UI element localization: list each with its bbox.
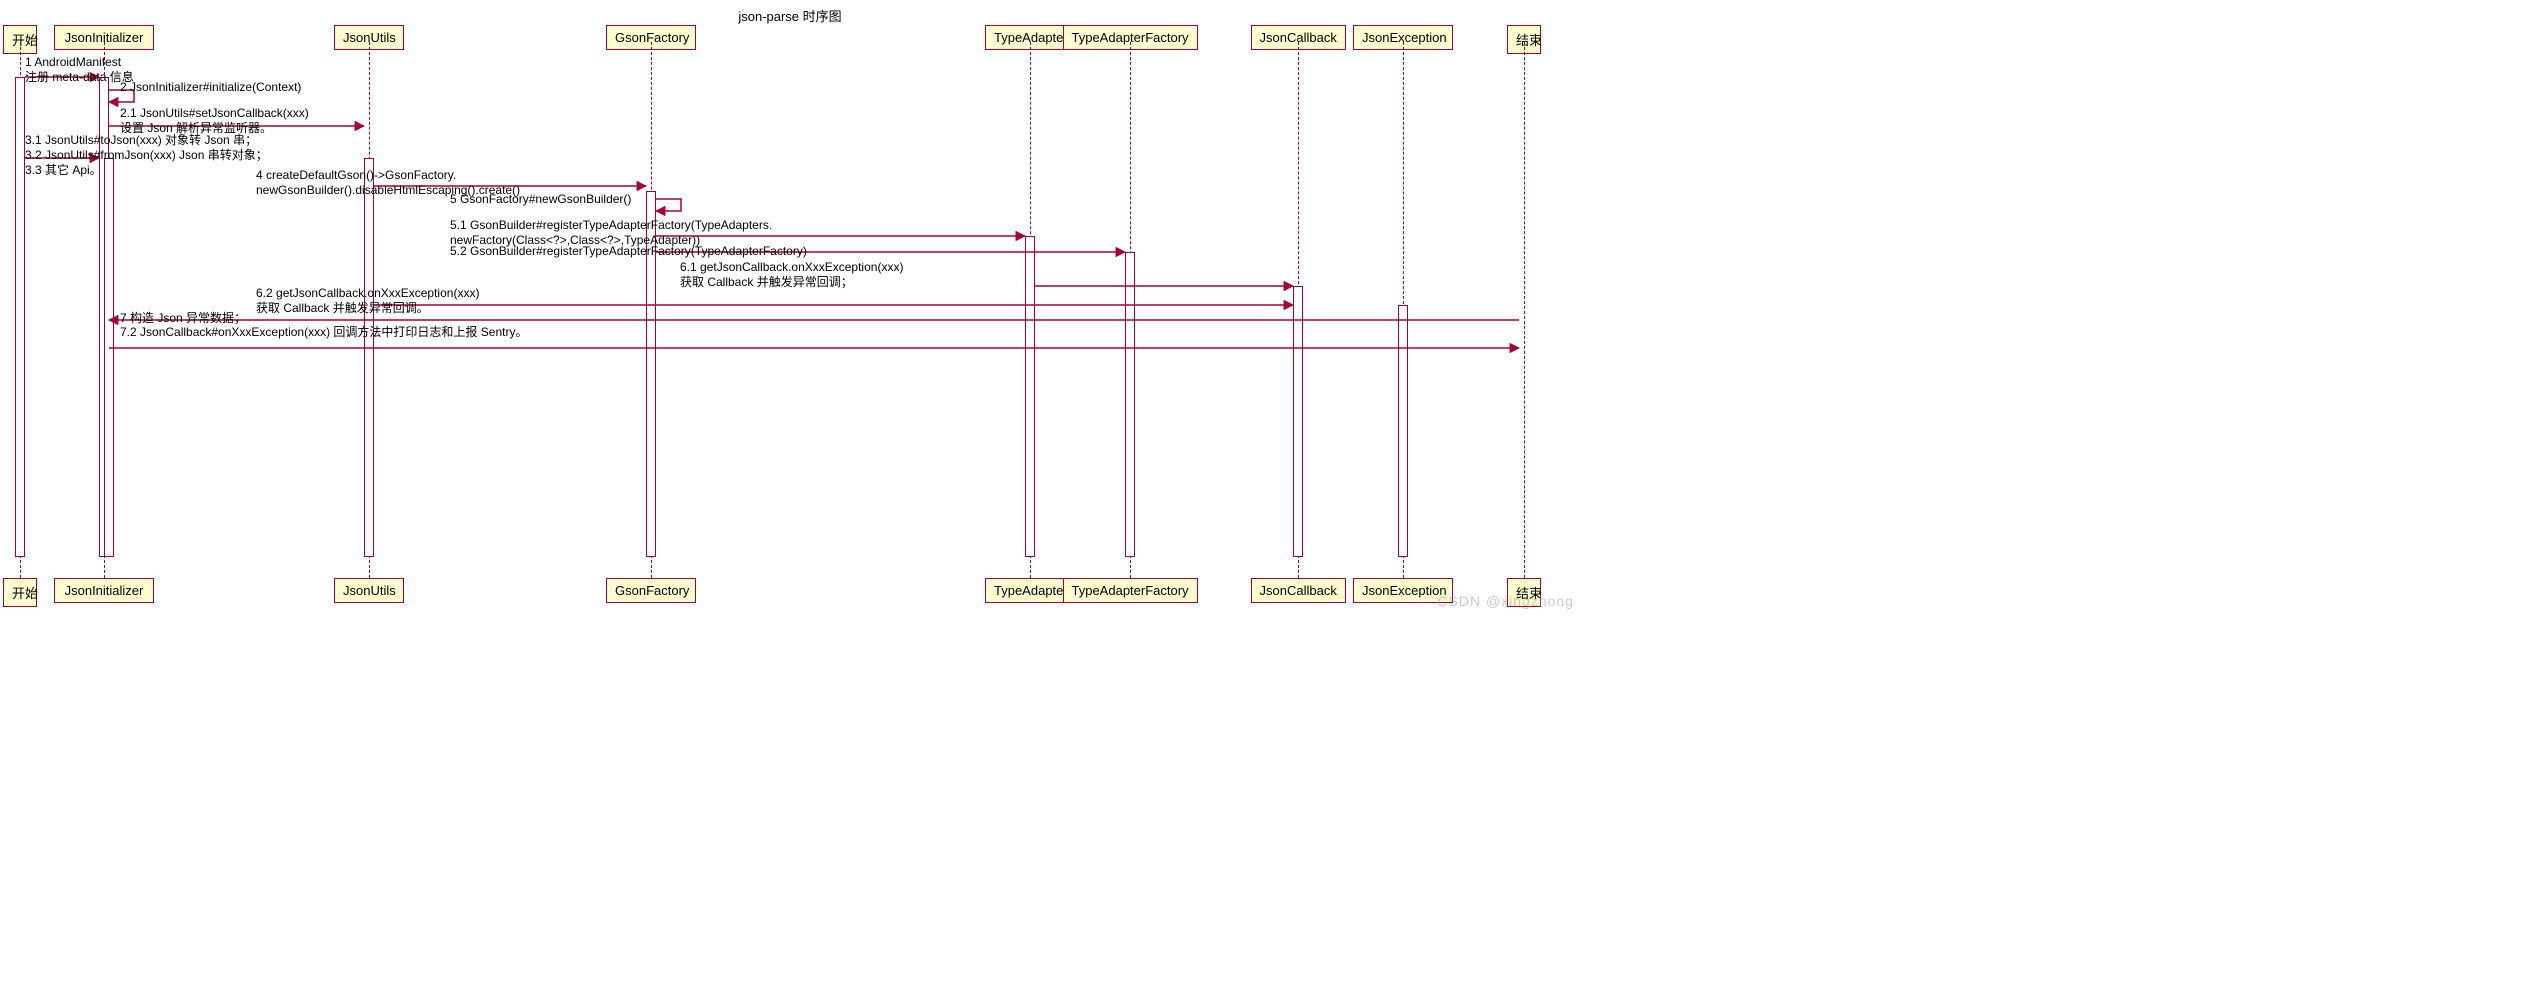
sequence-diagram: json-parse 时序图 开始开始JsonInitializerJsonIn…: [0, 0, 1580, 615]
participant-cb-bottom: JsonCallback: [1251, 578, 1346, 603]
message-m2: 2 JsonInitializer#initialize(Context): [120, 80, 301, 95]
activation-init-2: [104, 158, 114, 557]
diagram-title: json-parse 时序图: [0, 6, 1580, 25]
activation-taf-6: [1125, 252, 1135, 557]
participant-utils-bottom: JsonUtils: [334, 578, 404, 603]
message-m61: 6.1 getJsonCallback.onXxxException(xxx)获…: [680, 260, 903, 290]
participant-ta-bottom: TypeAdapter: [985, 578, 1075, 603]
watermark: CSDN @xingzhong: [1437, 593, 1574, 609]
activation-start-0: [15, 77, 25, 557]
participant-taf-bottom: TypeAdapterFactory: [1063, 578, 1198, 603]
activation-cb-7: [1293, 286, 1303, 557]
message-m62: 6.2 getJsonCallback.onXxxException(xxx)获…: [256, 286, 479, 316]
activation-exc-8: [1398, 305, 1408, 557]
participant-start-bottom: 开始: [3, 578, 37, 607]
activation-utils-3: [364, 158, 374, 557]
lifeline-end: [1524, 42, 1525, 578]
participant-init-bottom: JsonInitializer: [54, 578, 154, 603]
message-m1: 1 AndroidManifest注册 meta-data 信息: [25, 55, 134, 85]
activation-ta-5: [1025, 236, 1035, 557]
message-m7: 7 构造 Json 异常数据；: [120, 311, 246, 326]
message-m72: 7.2 JsonCallback#onXxxException(xxx) 回调方…: [120, 325, 527, 340]
arrow-a5: [656, 199, 681, 211]
message-m3: 3.1 JsonUtils#toJson(xxx) 对象转 Json 串；3.2…: [25, 133, 268, 178]
participant-fac-bottom: GsonFactory: [606, 578, 696, 603]
message-m21: 2.1 JsonUtils#setJsonCallback(xxx)设置 Jso…: [120, 106, 309, 136]
message-m52: 5.2 GsonBuilder#registerTypeAdapterFacto…: [450, 244, 807, 259]
message-m5: 5 GsonFactory#newGsonBuilder(): [450, 192, 631, 207]
